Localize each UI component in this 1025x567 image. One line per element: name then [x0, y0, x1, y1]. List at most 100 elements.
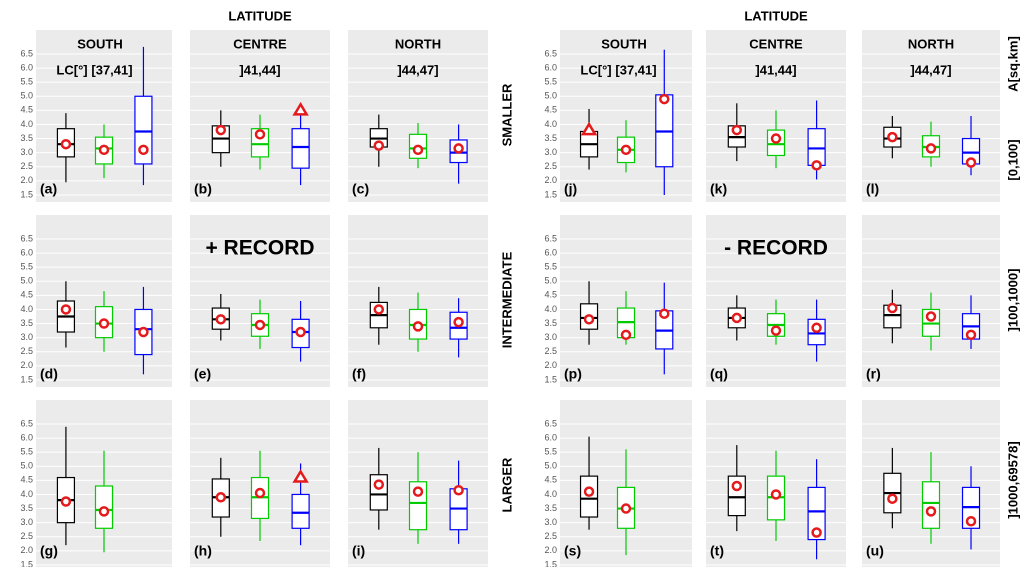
panel-label: (t): [710, 543, 724, 559]
mean-marker: [254, 319, 266, 331]
panel-label: (e): [194, 366, 211, 382]
box: [291, 128, 310, 169]
y-tick-label: 4.5: [20, 105, 33, 115]
y-tick-label: 6.5: [544, 48, 557, 58]
latitude-title: LATITUDE: [744, 8, 808, 23]
y-tick-label: 4.0: [544, 119, 557, 129]
y-tick-label: 1.5: [544, 374, 557, 384]
y-tick-label: 4.0: [20, 489, 33, 499]
mean-marker: [373, 479, 385, 490]
y-tick-label: 3.0: [544, 332, 557, 342]
y-tick-label: 2.0: [544, 175, 557, 185]
mean-marker: [965, 157, 977, 168]
y-tick-label: 4.0: [20, 119, 33, 129]
panel-label: (r): [866, 366, 881, 382]
mean-marker: [295, 326, 306, 338]
y-tick-label: 6.0: [20, 62, 33, 72]
panel-label: (u): [866, 543, 884, 559]
mean-marker: [453, 484, 464, 496]
column-range: ]44,47]: [910, 62, 951, 77]
mean-marker: [731, 312, 743, 324]
box: [291, 493, 310, 529]
y-tick-label: 2.5: [20, 161, 33, 171]
area-range: ]100,1000]: [1005, 269, 1020, 332]
y-tick-label: 5.5: [20, 447, 33, 457]
y-tick-label: 3.5: [20, 133, 33, 143]
area-range: ]1000,69578]: [1005, 441, 1020, 518]
column-range: ]44,47]: [397, 62, 438, 77]
y-tick-label: 6.0: [544, 62, 557, 72]
column-region: CENTRE: [233, 36, 287, 51]
y-tick-label: 4.5: [20, 475, 33, 485]
mean-marker: [731, 124, 743, 136]
mean-marker: [965, 515, 977, 527]
mean-marker: [659, 308, 670, 319]
mean-marker: [811, 322, 822, 334]
y-tick-label: 6.5: [544, 418, 557, 428]
y-tick-label: 6.0: [544, 432, 557, 442]
mean-marker: [373, 140, 385, 151]
mean-marker: [98, 506, 110, 517]
y-tick-label: 3.5: [20, 503, 33, 513]
y-tick-label: 6.0: [544, 247, 557, 257]
y-tick-label: 2.5: [20, 531, 33, 541]
mean-marker: [60, 496, 72, 507]
record-label: + RECORD: [205, 237, 314, 260]
mean-marker: [620, 144, 632, 156]
y-tick-label: 5.0: [20, 91, 33, 101]
panel-label: (j): [564, 181, 577, 197]
mean-marker: [292, 101, 309, 116]
y-tick-label: 1.5: [544, 189, 557, 199]
mean-marker: [887, 131, 898, 143]
mean-marker: [453, 316, 464, 328]
y-tick-label: 3.0: [544, 517, 557, 527]
y-tick-label: 5.0: [544, 276, 557, 286]
mean-marker: [254, 129, 266, 140]
mean-marker: [925, 143, 937, 154]
panel-label: (h): [194, 543, 212, 559]
column-region: NORTH: [908, 36, 954, 51]
box: [807, 128, 826, 166]
y-tick-label: 4.5: [544, 105, 557, 115]
y-tick-label: 4.5: [544, 475, 557, 485]
column-range: [37,41]: [91, 62, 132, 77]
y-tick-label: 1.5: [544, 559, 557, 567]
panel-label: (c): [352, 181, 369, 197]
mean-marker: [292, 469, 309, 483]
column-region: SOUTH: [601, 36, 647, 51]
y-tick-label: 1.5: [20, 559, 33, 567]
y-tick-label: 2.5: [544, 346, 557, 356]
y-tick-label: 3.5: [544, 133, 557, 143]
mean-marker: [373, 304, 385, 315]
row-label: INTERMEDIATE: [499, 251, 514, 348]
mean-marker: [138, 326, 149, 338]
y-tick-label: 5.5: [20, 77, 33, 87]
column-region: SOUTH: [77, 36, 123, 51]
mean-marker: [583, 314, 595, 325]
panel-label: (d): [40, 366, 58, 382]
y-tick-label: 4.0: [544, 489, 557, 499]
column-region: CENTRE: [749, 36, 803, 51]
panel-label: (f): [352, 366, 366, 382]
mean-marker: [412, 486, 424, 497]
mean-marker: [770, 489, 782, 500]
mean-marker: [98, 318, 110, 329]
y-tick-label: 2.0: [544, 545, 557, 555]
box: [921, 481, 941, 529]
mean-marker: [215, 492, 227, 503]
mean-marker: [887, 493, 898, 504]
mean-marker: [731, 480, 743, 492]
mean-marker: [925, 506, 937, 517]
y-tick-label: 2.0: [20, 545, 33, 555]
panel-label: (p): [564, 366, 582, 382]
y-tick-label: 3.0: [20, 517, 33, 527]
y-tick-label: 5.0: [20, 276, 33, 286]
mean-marker: [811, 527, 822, 538]
y-tick-label: 5.0: [20, 461, 33, 471]
y-tick-label: 6.5: [544, 233, 557, 243]
y-tick-label: 2.0: [544, 360, 557, 370]
box: [807, 486, 826, 541]
lc-label: LC[°]: [56, 62, 87, 77]
y-tick-label: 5.0: [544, 91, 557, 101]
